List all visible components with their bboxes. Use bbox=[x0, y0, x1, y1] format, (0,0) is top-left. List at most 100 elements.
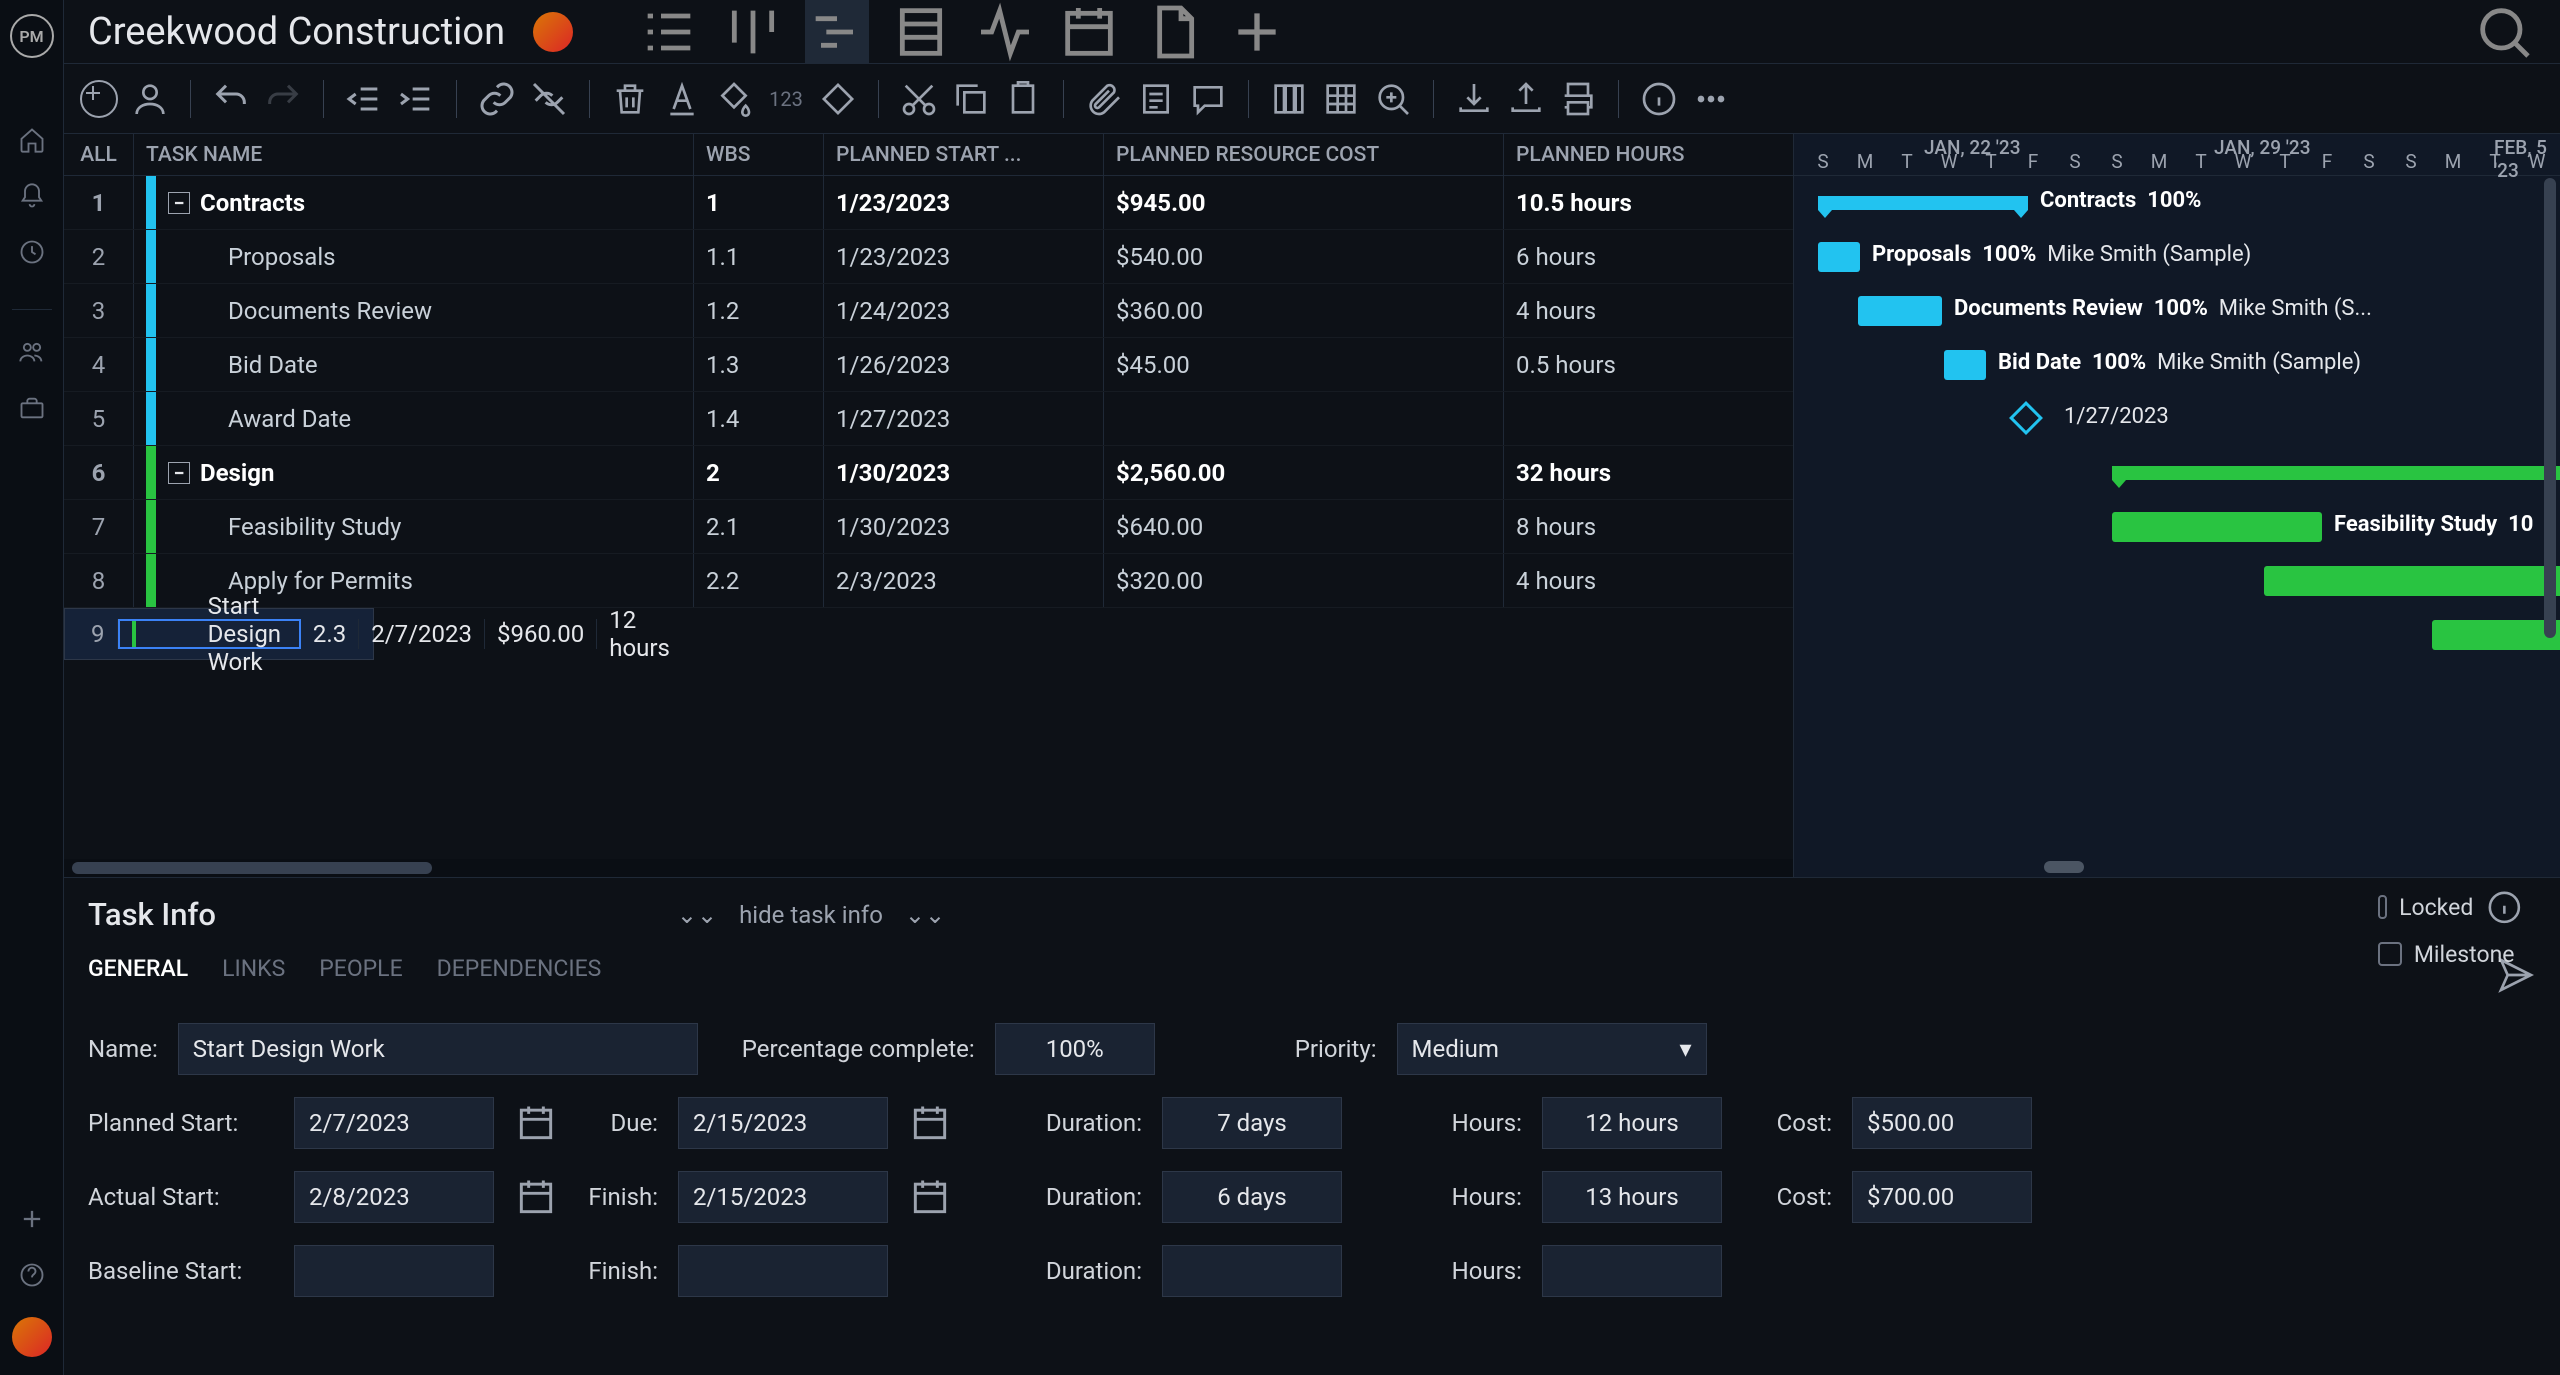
view-gantt-icon[interactable] bbox=[805, 0, 869, 64]
dur-input[interactable] bbox=[1162, 1097, 1342, 1149]
milestone-icon[interactable] bbox=[818, 79, 858, 119]
table-row[interactable]: 5Award Date1.41/27/2023 bbox=[64, 392, 1793, 446]
bell-icon[interactable] bbox=[18, 182, 46, 210]
hide-task-info[interactable]: hide task info bbox=[739, 901, 883, 929]
collapse-icon[interactable]: − bbox=[168, 462, 190, 484]
view-add-icon[interactable] bbox=[1225, 0, 1289, 64]
more-icon[interactable] bbox=[1691, 79, 1731, 119]
table-row[interactable]: 7Feasibility Study2.11/30/2023$640.008 h… bbox=[64, 500, 1793, 554]
due-label: Due: bbox=[578, 1109, 658, 1137]
view-file-icon[interactable] bbox=[1141, 0, 1205, 64]
chevron-down-icon[interactable]: ⌄⌄ bbox=[905, 901, 945, 929]
calendar-icon[interactable] bbox=[908, 1175, 952, 1219]
undo-icon[interactable] bbox=[211, 79, 251, 119]
import-icon[interactable] bbox=[1454, 79, 1494, 119]
fin-input[interactable] bbox=[678, 1171, 888, 1223]
help-icon[interactable] bbox=[18, 1261, 46, 1289]
col-wbs[interactable]: WBS bbox=[694, 134, 824, 175]
cut-icon[interactable] bbox=[899, 79, 939, 119]
user-avatar[interactable] bbox=[12, 1317, 52, 1357]
astart-input[interactable] bbox=[294, 1171, 494, 1223]
project-avatar[interactable] bbox=[533, 12, 573, 52]
table-row[interactable]: 4Bid Date1.31/26/2023$45.000.5 hours bbox=[64, 338, 1793, 392]
hrs3-input[interactable] bbox=[1542, 1245, 1722, 1297]
logo[interactable]: PM bbox=[10, 14, 54, 58]
col-pstart[interactable]: PLANNED START ... bbox=[824, 134, 1104, 175]
collapse-icon[interactable]: − bbox=[168, 192, 190, 214]
gantt-hscroll[interactable] bbox=[2044, 861, 2084, 873]
priority-select[interactable]: Medium▾ bbox=[1397, 1023, 1707, 1075]
redo-icon[interactable] bbox=[263, 79, 303, 119]
view-list-icon[interactable] bbox=[637, 0, 701, 64]
paste-icon[interactable] bbox=[1003, 79, 1043, 119]
view-calendar-icon[interactable] bbox=[1057, 0, 1121, 64]
fin-label: Finish: bbox=[578, 1183, 658, 1211]
view-board-icon[interactable] bbox=[721, 0, 785, 64]
dur3-label: Duration: bbox=[1012, 1257, 1142, 1285]
grid-hscroll[interactable] bbox=[64, 859, 1793, 877]
gantt-vscroll[interactable] bbox=[2544, 178, 2556, 638]
clock-icon[interactable] bbox=[18, 238, 46, 266]
format-number[interactable]: 123 bbox=[766, 79, 806, 119]
cost-input[interactable] bbox=[1852, 1097, 2032, 1149]
export-icon[interactable] bbox=[1506, 79, 1546, 119]
pct-input[interactable] bbox=[995, 1023, 1155, 1075]
tab-general[interactable]: GENERAL bbox=[88, 955, 188, 995]
fill-color-icon[interactable] bbox=[714, 79, 754, 119]
table-row[interactable]: 3Documents Review1.21/24/2023$360.004 ho… bbox=[64, 284, 1793, 338]
table-row[interactable]: 8Apply for Permits2.22/3/2023$320.004 ho… bbox=[64, 554, 1793, 608]
add-task-button[interactable] bbox=[80, 80, 118, 118]
hrs2-input[interactable] bbox=[1542, 1171, 1722, 1223]
name-input[interactable] bbox=[178, 1023, 698, 1075]
chevron-down-icon[interactable]: ⌄⌄ bbox=[677, 901, 717, 929]
comment-icon[interactable] bbox=[1188, 79, 1228, 119]
print-icon[interactable] bbox=[1558, 79, 1598, 119]
briefcase-icon[interactable] bbox=[18, 394, 46, 422]
view-activity-icon[interactable] bbox=[973, 0, 1037, 64]
pstart-input[interactable] bbox=[294, 1097, 494, 1149]
milestone-option[interactable]: Milestone bbox=[2378, 941, 2524, 968]
dur2-input[interactable] bbox=[1162, 1171, 1342, 1223]
search-icon[interactable] bbox=[2472, 0, 2536, 64]
columns-icon[interactable] bbox=[1269, 79, 1309, 119]
dur3-input[interactable] bbox=[1162, 1245, 1342, 1297]
col-all[interactable]: ALL bbox=[64, 134, 134, 175]
copy-icon[interactable] bbox=[951, 79, 991, 119]
hrs-input[interactable] bbox=[1542, 1097, 1722, 1149]
table-row[interactable]: 6−Design21/30/2023$2,560.0032 hours bbox=[64, 446, 1793, 500]
attach-icon[interactable] bbox=[1084, 79, 1124, 119]
tab-links[interactable]: LINKS bbox=[222, 955, 285, 995]
bstart-input[interactable] bbox=[294, 1245, 494, 1297]
calendar-icon[interactable] bbox=[514, 1101, 558, 1145]
view-sheet-icon[interactable] bbox=[889, 0, 953, 64]
plus-icon[interactable] bbox=[18, 1205, 46, 1233]
note-icon[interactable] bbox=[1136, 79, 1176, 119]
users-icon[interactable] bbox=[18, 338, 46, 366]
calendar-icon[interactable] bbox=[514, 1175, 558, 1219]
unlink-icon[interactable] bbox=[529, 79, 569, 119]
col-pcost[interactable]: PLANNED RESOURCE COST bbox=[1104, 134, 1504, 175]
link-icon[interactable] bbox=[477, 79, 517, 119]
gantt-body[interactable]: Contracts 100%Proposals 100% Mike Smith … bbox=[1794, 176, 2560, 877]
fin3-input[interactable] bbox=[678, 1245, 888, 1297]
tab-dependencies[interactable]: DEPENDENCIES bbox=[437, 955, 602, 995]
text-color-icon[interactable] bbox=[662, 79, 702, 119]
table-row[interactable]: 1−Contracts11/23/2023$945.0010.5 hours bbox=[64, 176, 1793, 230]
info-icon[interactable] bbox=[1639, 79, 1679, 119]
delete-icon[interactable] bbox=[610, 79, 650, 119]
tab-people[interactable]: PEOPLE bbox=[319, 955, 402, 995]
indent-icon[interactable] bbox=[396, 79, 436, 119]
assign-icon[interactable] bbox=[130, 79, 170, 119]
table-row[interactable]: 9Start Design Work2.32/7/2023$960.0012 h… bbox=[64, 608, 374, 660]
calendar-icon[interactable] bbox=[908, 1101, 952, 1145]
col-taskname[interactable]: TASK NAME bbox=[134, 134, 694, 175]
zoom-icon[interactable] bbox=[1373, 79, 1413, 119]
outdent-icon[interactable] bbox=[344, 79, 384, 119]
table-row[interactable]: 2Proposals1.11/23/2023$540.006 hours bbox=[64, 230, 1793, 284]
grid-icon[interactable] bbox=[1321, 79, 1361, 119]
due-input[interactable] bbox=[678, 1097, 888, 1149]
cost2-input[interactable] bbox=[1852, 1171, 2032, 1223]
home-icon[interactable] bbox=[18, 126, 46, 154]
col-phours[interactable]: PLANNED HOURS bbox=[1504, 134, 1764, 175]
locked-option[interactable]: Locked bbox=[2378, 888, 2524, 927]
